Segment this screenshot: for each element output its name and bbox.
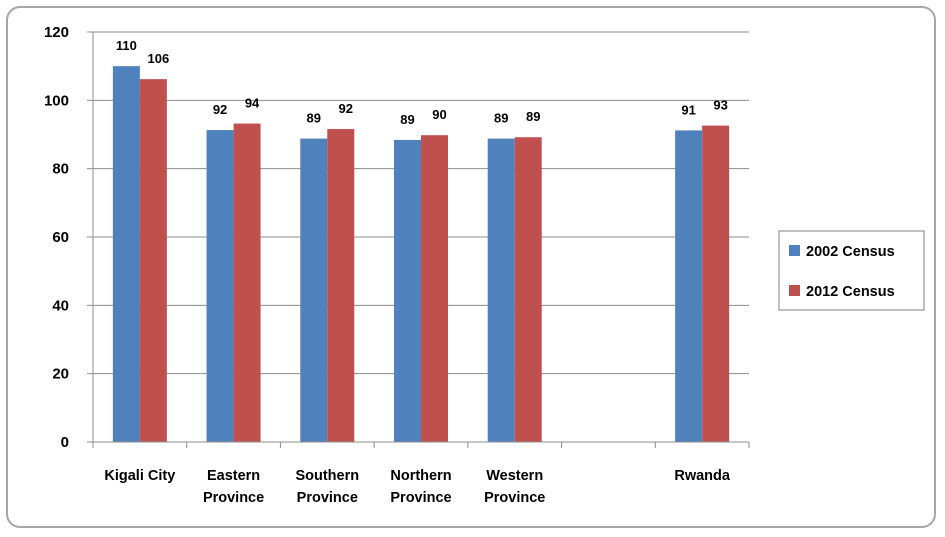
- bar: [421, 135, 448, 442]
- x-tick-label: Province: [297, 490, 358, 506]
- bar: [112, 66, 140, 443]
- x-tick-label: Kigali City: [104, 468, 175, 484]
- data-label: 92: [339, 101, 353, 116]
- legend-label-2002: 2002 Census: [806, 244, 895, 260]
- x-tick-label: Northern: [390, 468, 451, 484]
- bars: [112, 66, 730, 443]
- bar: [139, 79, 167, 443]
- data-label: 110: [116, 38, 137, 53]
- bar: [487, 138, 515, 442]
- data-label: 90: [432, 107, 446, 122]
- legend-swatch-2002: [789, 245, 800, 256]
- x-tick-label: Province: [484, 490, 545, 506]
- y-tick-label: 100: [44, 92, 69, 109]
- data-label: 94: [245, 96, 260, 111]
- x-tick-label: Western: [486, 468, 543, 484]
- data-label: 89: [307, 111, 321, 126]
- y-tick-label: 120: [44, 24, 69, 41]
- bar: [702, 125, 730, 442]
- data-label: 93: [713, 98, 727, 113]
- x-tick-label: Southern: [295, 468, 359, 484]
- y-tick-label: 40: [52, 297, 69, 314]
- bar: [233, 123, 261, 443]
- y-tick-label: 20: [52, 366, 69, 383]
- bar: [675, 130, 703, 442]
- data-label: 89: [526, 109, 540, 124]
- bar: [327, 129, 355, 443]
- data-labels: 110 92 89 89 89 91 106 94 92 90 89 93: [116, 38, 728, 127]
- data-label: 106: [148, 51, 170, 66]
- bar: [300, 138, 328, 442]
- bar: [394, 139, 421, 442]
- x-tick-label: Eastern: [207, 468, 260, 484]
- y-axis-ticks: 0 20 40 60 80 100 120: [44, 24, 93, 451]
- x-tick-label: Rwanda: [674, 468, 731, 484]
- x-tick-label: Province: [390, 490, 451, 506]
- y-tick-label: 0: [61, 434, 69, 451]
- gridlines: [93, 31, 749, 375]
- legend: 2002 Census 2012 Census: [778, 230, 925, 311]
- data-label: 92: [213, 102, 227, 117]
- bar: [206, 130, 234, 442]
- data-label: 89: [494, 111, 508, 126]
- data-label: 89: [400, 112, 414, 127]
- y-tick-label: 80: [52, 161, 69, 178]
- legend-box: [778, 230, 925, 311]
- legend-label-2012: 2012 Census: [806, 284, 895, 300]
- bar: [514, 137, 542, 442]
- x-tick-label: Province: [203, 490, 264, 506]
- x-axis-ticks: Kigali City Eastern Province Southern Provin…: [92, 442, 750, 506]
- y-tick-label: 60: [52, 229, 69, 246]
- legend-swatch-2012: [789, 285, 800, 296]
- data-label: 91: [681, 102, 695, 117]
